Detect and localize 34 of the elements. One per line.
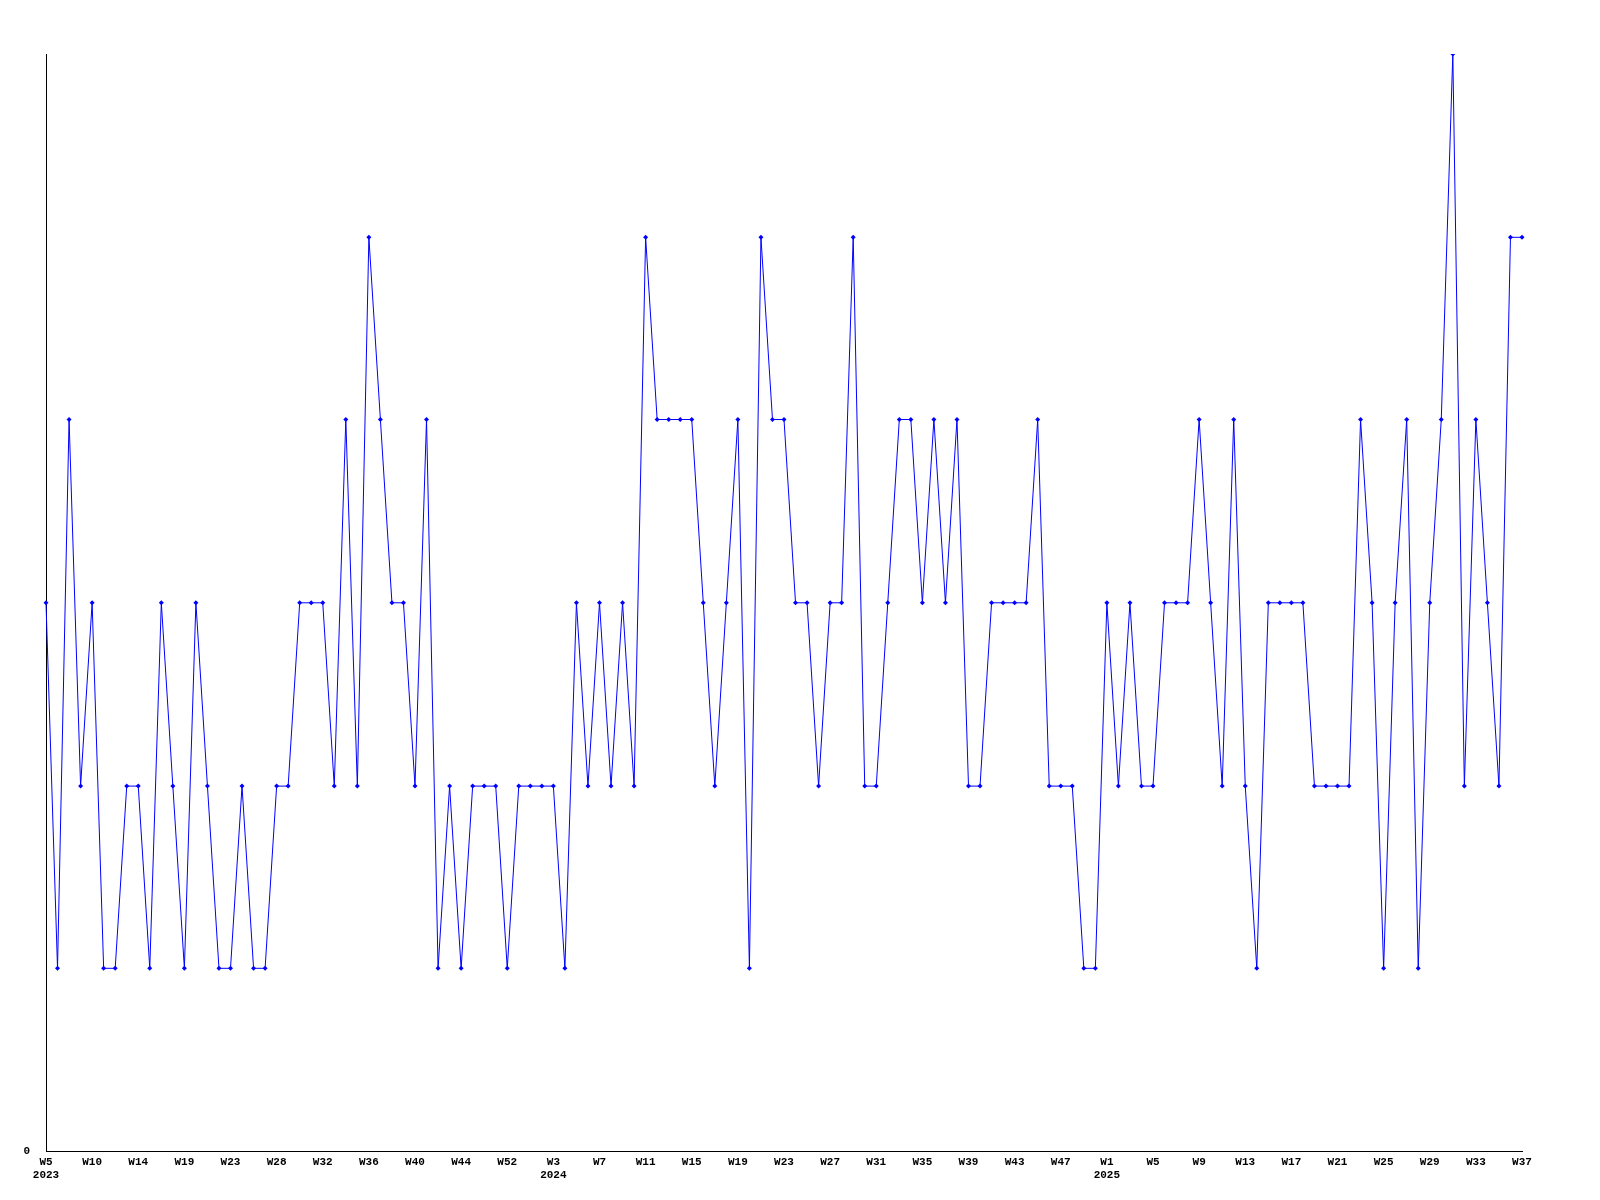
x-tick-label: W47 [1050, 1155, 1071, 1168]
x-tick-label: W19 [727, 1155, 748, 1168]
x-tick-label: W7 [592, 1155, 607, 1168]
x-tick-label: W31 [866, 1155, 887, 1168]
x-tick-label: W11 [635, 1155, 656, 1168]
x-tick-label: W25 [1373, 1155, 1394, 1168]
x-tick-label: W33 [1465, 1155, 1487, 1168]
text: 0 [23, 1145, 30, 1158]
x-tick-label: W39 [958, 1155, 979, 1168]
x-tick-label: W10 [82, 1155, 103, 1168]
x-tick-label: W15 [681, 1155, 703, 1168]
x-tick-label: W5 2023 [32, 1155, 60, 1182]
x-tick-label: W40 [405, 1155, 425, 1168]
x-tick-label: W43 [1004, 1155, 1025, 1168]
x-tick-label: W21 [1327, 1155, 1348, 1168]
x-tick-label: W28 [266, 1155, 287, 1168]
x-tick-label: W29 [1419, 1155, 1440, 1168]
x-tick-label: W36 [358, 1155, 379, 1168]
x-tick-label: W5 [1146, 1155, 1160, 1168]
x-tick-label: W14 [128, 1155, 149, 1168]
x-tick-label: W3 2024 [540, 1155, 567, 1182]
x-tick-label: W27 [820, 1155, 841, 1168]
x-tick-label: W32 [312, 1155, 333, 1168]
x-tick-label: W23 [220, 1155, 241, 1168]
x-tick-label: W9 [1192, 1155, 1206, 1168]
x-tick-label: W1 2025 [1093, 1155, 1121, 1182]
x-tick-label: W23 [774, 1155, 795, 1168]
x-tick-label: W17 [1281, 1155, 1302, 1168]
x-tick-label: W52 [497, 1155, 518, 1168]
x-tick-label: W19 [174, 1155, 195, 1168]
x-tick-label: W35 [912, 1155, 933, 1168]
x-tick-label: W44 [451, 1155, 472, 1168]
x-tick-label: W37 [1512, 1155, 1532, 1168]
x-tick-label: W13 [1235, 1155, 1256, 1168]
